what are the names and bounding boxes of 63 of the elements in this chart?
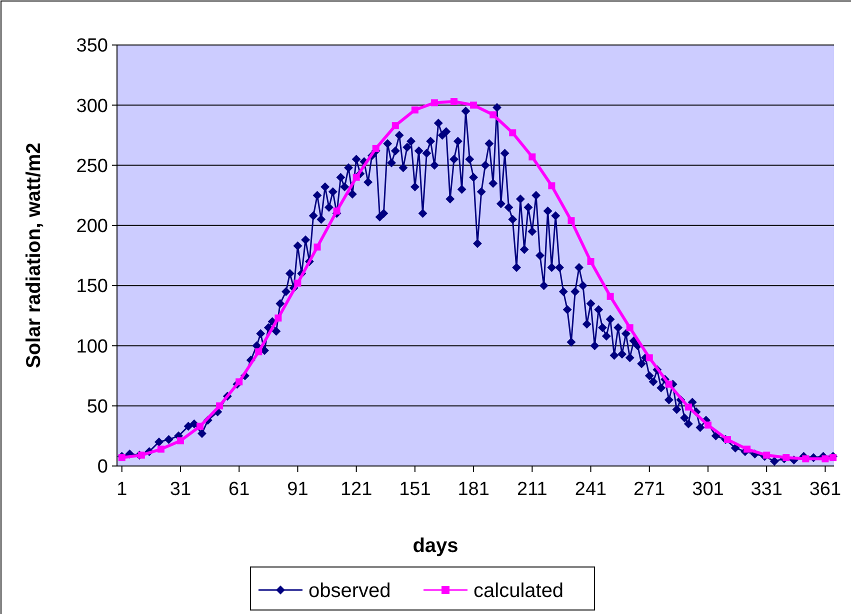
point <box>626 324 634 332</box>
y-tick-label: 50 <box>86 396 108 418</box>
point <box>490 111 497 118</box>
point <box>509 129 516 136</box>
x-tick-label: 31 <box>170 479 192 500</box>
x-tick-label: 151 <box>399 479 431 500</box>
point <box>196 422 204 430</box>
point <box>724 436 732 444</box>
x-tick-label: 181 <box>458 479 490 500</box>
point <box>665 380 672 388</box>
x-axis-title: days <box>412 535 458 557</box>
point <box>352 174 360 181</box>
y-tick-label: 350 <box>76 36 108 57</box>
y-axis-title: Solar radiation, watt/m2 <box>23 142 45 368</box>
x-tick-label: 121 <box>340 479 372 500</box>
point <box>138 452 145 459</box>
y-tick-label: 100 <box>76 336 108 358</box>
point <box>802 455 810 462</box>
point <box>118 454 126 462</box>
point <box>411 106 418 114</box>
point <box>822 455 829 462</box>
x-tick-label: 301 <box>692 479 724 500</box>
x-tick-label: 1 <box>116 479 128 500</box>
point <box>548 182 556 190</box>
y-tick-label: 200 <box>76 216 108 238</box>
point <box>430 99 438 106</box>
point <box>294 280 302 287</box>
legend-label: calculated <box>474 580 564 602</box>
point <box>157 446 164 453</box>
point <box>372 144 380 152</box>
point <box>470 102 478 109</box>
y-tick-label: 0 <box>97 456 108 478</box>
point <box>587 258 594 266</box>
point <box>646 354 653 362</box>
x-tick-label: 211 <box>517 479 548 500</box>
point <box>684 404 692 411</box>
point <box>392 122 399 130</box>
point <box>568 217 575 224</box>
x-tick-label: 91 <box>287 479 308 500</box>
point <box>744 446 751 453</box>
x-tick-label: 61 <box>228 479 250 500</box>
legend-label: observed <box>308 580 391 602</box>
point <box>528 153 536 160</box>
point <box>450 98 458 106</box>
point <box>333 207 340 214</box>
point <box>255 348 262 356</box>
point <box>176 437 184 444</box>
point <box>606 292 614 300</box>
point <box>782 454 790 462</box>
x-tick-label: 361 <box>809 479 842 500</box>
y-tick-label: 150 <box>76 276 108 298</box>
x-tick-label: 331 <box>750 479 782 500</box>
y-tick-label: 250 <box>76 156 108 177</box>
point <box>274 314 282 322</box>
point <box>236 378 243 386</box>
point <box>704 422 712 429</box>
point <box>830 454 837 462</box>
y-tick-label: 300 <box>76 96 108 117</box>
point <box>314 244 321 251</box>
point <box>216 402 224 410</box>
x-tick-label: 241 <box>574 479 607 500</box>
point <box>763 452 770 459</box>
x-tick-label: 271 <box>634 479 666 500</box>
